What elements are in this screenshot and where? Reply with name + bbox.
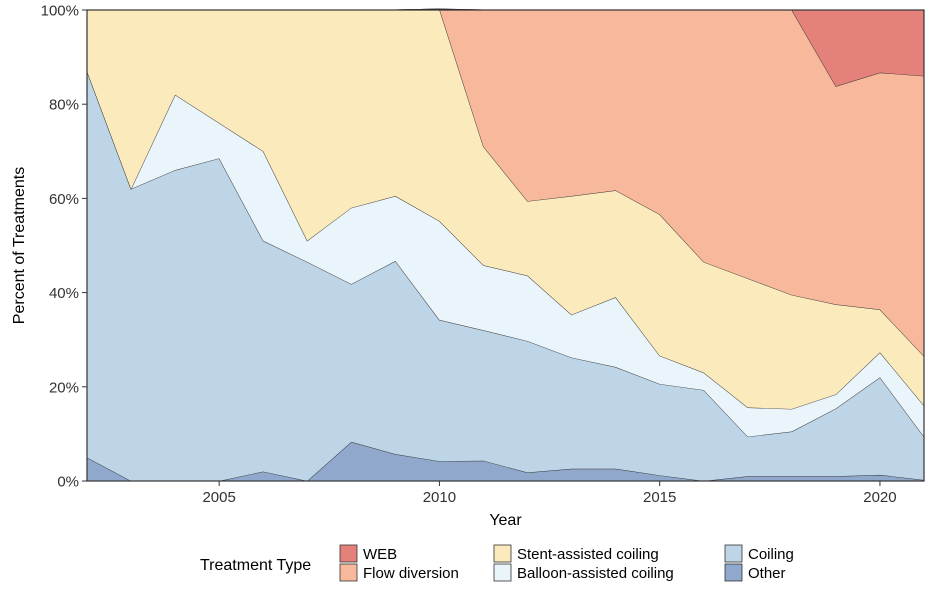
legend-key-coiling (724, 544, 743, 563)
y-tick-label: 20% (49, 379, 79, 396)
x-axis-title: Year (489, 512, 522, 529)
legend-label-other: Other (748, 565, 786, 582)
legend: Treatment Type WEB Flow diversion Stent-as… (200, 544, 794, 582)
legend-key-flow-diversion (339, 563, 358, 582)
legend-key-stent-assisted-coiling (493, 544, 512, 563)
y-tick-label: 40% (49, 285, 79, 302)
x-axis: 2005 2010 2015 2020 (202, 481, 897, 506)
x-tick-label: 2005 (202, 489, 235, 506)
y-tick-label: 0% (57, 474, 79, 491)
y-tick-label: 60% (49, 191, 79, 208)
x-tick-label: 2010 (423, 489, 456, 506)
area-web (87, 9, 924, 87)
area-coiling (87, 71, 924, 481)
legend-key-other (724, 563, 743, 582)
y-axis: 0% 20% 40% 60% 80% 100% (41, 3, 87, 491)
area-layers (86, 8, 925, 482)
area-other (87, 441, 924, 481)
x-tick-label: 2020 (863, 489, 896, 506)
y-tick-label: 80% (49, 97, 79, 114)
legend-key-web (339, 544, 358, 563)
x-tick-label: 2015 (643, 489, 676, 506)
y-axis-title: Percent of Treatments (11, 167, 28, 324)
legend-label-flow-diversion: Flow diversion (363, 565, 459, 582)
area-flow-diversion (87, 9, 924, 357)
plot-panel-border (86, 9, 925, 482)
legend-title: Treatment Type (200, 557, 311, 574)
y-tick-label: 100% (41, 3, 79, 20)
legend-label-coiling: Coiling (748, 546, 794, 563)
legend-key-balloon-assisted-coiling (493, 563, 512, 582)
area-stent-assisted-coiling (87, 9, 924, 409)
legend-label-balloon-assisted-coiling: Balloon-assisted coiling (517, 565, 674, 582)
legend-label-web: WEB (363, 546, 397, 563)
area-boundary-balloon-assisted-coiling (86, 71, 925, 410)
area-balloon-assisted-coiling (87, 71, 924, 437)
area-boundary-coiling (86, 71, 925, 438)
legend-label-stent-assisted-coiling: Stent-assisted coiling (517, 546, 659, 563)
